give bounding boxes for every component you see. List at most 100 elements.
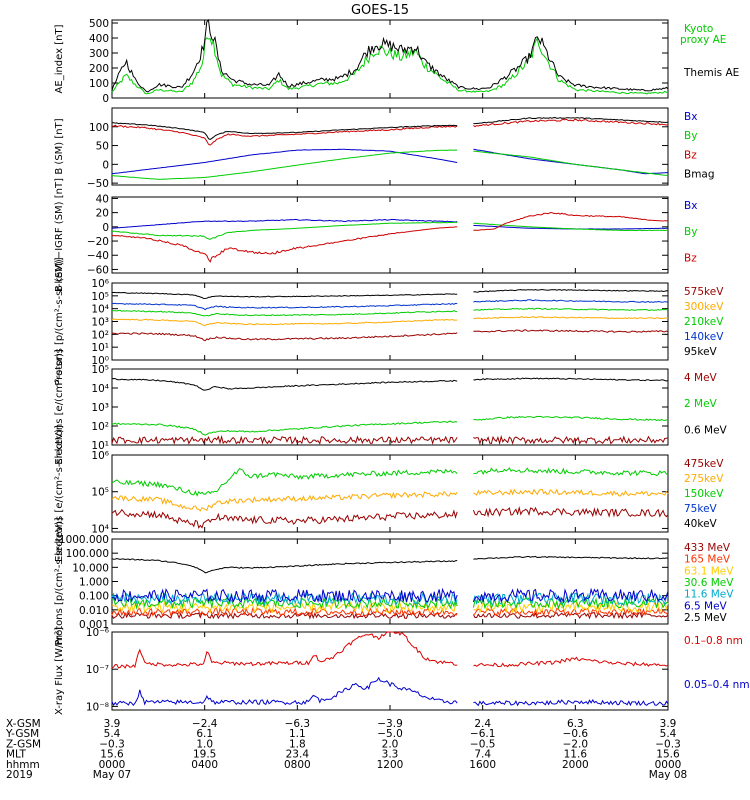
panel-6: 10⁴ 10⁵ 10⁶ Electrons [e/(cm²-s-sr-keV)] 475… bbox=[54, 425, 724, 562]
series-line-2 bbox=[111, 18, 669, 93]
y-tick-label: 400 bbox=[89, 33, 109, 45]
y-tick-label: 100 bbox=[89, 78, 109, 90]
ephemeris-value: 7.4 bbox=[474, 749, 491, 761]
panel-frame bbox=[111, 368, 669, 446]
legend-label: 475keV bbox=[684, 458, 724, 470]
series-line-1 bbox=[111, 631, 669, 669]
legend-label: Kyoto bbox=[684, 23, 713, 35]
series-line-3 bbox=[111, 307, 669, 317]
y-tick-label: 1.000 bbox=[79, 577, 109, 589]
series-line-3 bbox=[111, 467, 669, 497]
y-axis-label: X-ray Flux [W/m²] bbox=[54, 627, 65, 715]
series-line-3 bbox=[111, 118, 669, 146]
ephemeris-value: 3.9 bbox=[660, 718, 677, 730]
series-line-1 bbox=[111, 505, 669, 529]
y-tick-label: 100 bbox=[89, 122, 109, 134]
y-tick-label: 10¹ bbox=[91, 342, 109, 354]
y-axis-label: B (SM) [nT] bbox=[54, 118, 65, 174]
series-line-3 bbox=[111, 600, 669, 614]
legend-label: Themis AE bbox=[683, 67, 739, 79]
legend-label: 0.1–0.8 nm bbox=[684, 635, 743, 647]
date-start-label: May 07 bbox=[93, 769, 131, 781]
ephemeris-value: 19.5 bbox=[193, 749, 216, 761]
ephemeris-value: 23.4 bbox=[286, 749, 310, 761]
series-line-1 bbox=[111, 37, 669, 95]
legend-label: Bz bbox=[684, 252, 697, 264]
y-axis-label: AE_index [nT] bbox=[54, 24, 65, 93]
y-tick-label: 10⁵ bbox=[91, 364, 109, 376]
ephemeris-value: 1600 bbox=[469, 759, 496, 771]
y-tick-label: −40 bbox=[87, 250, 109, 262]
panel-8: 10⁻⁸ 10⁻⁷ 10⁻⁶ X-ray Flux [W/m²] 0.1–0.8 nm 0… bbox=[54, 627, 750, 715]
ephemeris-value: −6.1 bbox=[470, 728, 496, 740]
ephemeris-value: 3.3 bbox=[382, 749, 399, 761]
series-line-2 bbox=[111, 316, 669, 326]
legend-label: 300keV bbox=[684, 301, 724, 313]
ephemeris-value: −0.5 bbox=[470, 738, 496, 750]
ephemeris-value: 2.4 bbox=[474, 718, 491, 730]
ephemeris-value: 1.0 bbox=[196, 738, 213, 750]
legend-label: 0.6 MeV bbox=[684, 424, 728, 436]
panel-frame bbox=[111, 19, 669, 99]
ephemeris-value: 6.1 bbox=[196, 728, 213, 740]
series-line-2 bbox=[111, 415, 669, 436]
legend-label: Bz bbox=[684, 149, 697, 161]
series-line-3 bbox=[111, 377, 669, 391]
legend-label: Bx bbox=[684, 111, 697, 123]
y-tick-label: −20 bbox=[87, 236, 109, 248]
y-tick-label: 10⁵ bbox=[91, 487, 109, 499]
legend-label: Bx bbox=[684, 200, 697, 212]
y-axis-label: Protons [p/(cm²-s-sr-keV)] bbox=[54, 257, 65, 385]
series-line-1 bbox=[111, 218, 669, 230]
legend-label: Bmag bbox=[684, 169, 715, 181]
legend-label: 95keV bbox=[684, 346, 718, 358]
legend-label-extra: proxy AE bbox=[680, 34, 726, 46]
y-tick-label: 10⁻⁷ bbox=[86, 664, 109, 676]
y-tick-label: 10⁴ bbox=[91, 383, 109, 395]
series-line-4 bbox=[112, 116, 669, 140]
legend-label: 0.05–0.4 nm bbox=[684, 679, 750, 691]
legend-label: 165 MeV bbox=[684, 554, 731, 566]
ephemeris-value: −3.9 bbox=[377, 718, 403, 730]
ephemeris-value: −6.3 bbox=[285, 718, 311, 730]
series-line-2 bbox=[111, 221, 668, 240]
y-tick-label: 0 bbox=[102, 222, 109, 234]
series-line-5 bbox=[111, 288, 669, 300]
legend-label: 4 MeV bbox=[684, 372, 718, 384]
ephemeris-value: 11.6 bbox=[564, 749, 588, 761]
y-tick-label: 300 bbox=[89, 48, 109, 60]
ephemeris-value: 0000 bbox=[99, 759, 126, 771]
series-line-2 bbox=[111, 488, 669, 512]
y-tick-label: 40 bbox=[96, 193, 109, 205]
ephemeris-row-label: Z-GSM bbox=[6, 738, 41, 750]
ephemeris-value: −0.3 bbox=[655, 738, 681, 750]
series-line-1 bbox=[111, 329, 669, 342]
ephemeris-value: 1.1 bbox=[289, 728, 306, 740]
series-line-2 bbox=[111, 149, 669, 180]
ephemeris-value: 2.0 bbox=[382, 738, 399, 750]
panel-frame bbox=[111, 196, 669, 274]
y-tick-label: 10² bbox=[91, 421, 109, 433]
legend-label: 150keV bbox=[684, 488, 724, 500]
legend-label: 30.6 MeV bbox=[684, 577, 734, 589]
ephemeris-value: 6.3 bbox=[567, 718, 584, 730]
y-tick-label: 0.001 bbox=[79, 619, 109, 631]
series-line-6 bbox=[111, 587, 669, 604]
plot-title: GOES-15 bbox=[351, 3, 409, 18]
x-axis-ephemeris: X-GSM 3.9 −2.4 −6.3 −3.9 2.4 6.3 3.9 Y-GSM 5.4 6.1… bbox=[5, 718, 687, 781]
y-tick-label: 10.000 bbox=[72, 562, 109, 574]
y-tick-label: 1000.000 bbox=[59, 534, 109, 546]
y-tick-label: 10³ bbox=[91, 317, 109, 329]
y-tick-label: 200 bbox=[89, 63, 109, 75]
panel-5: 10¹ 10² 10³ 10⁴ 10⁵ Electrons [e/(cm²-s-sr)] 4… bbox=[54, 349, 728, 465]
legend-label: By bbox=[684, 226, 697, 238]
ephemeris-row-label: MLT bbox=[6, 749, 26, 761]
ephemeris-value: −2.4 bbox=[192, 718, 218, 730]
ephemeris-value: 15.6 bbox=[656, 749, 680, 761]
y-tick-label: 10² bbox=[91, 329, 109, 341]
ephemeris-value: −0.6 bbox=[563, 728, 589, 740]
panel-3: −60 −40 −20 0 20 40 B (SM)−IGRF (SM) [nT] Bx By B… bbox=[54, 178, 697, 292]
ephemeris-row-label: hhmm bbox=[6, 759, 40, 771]
